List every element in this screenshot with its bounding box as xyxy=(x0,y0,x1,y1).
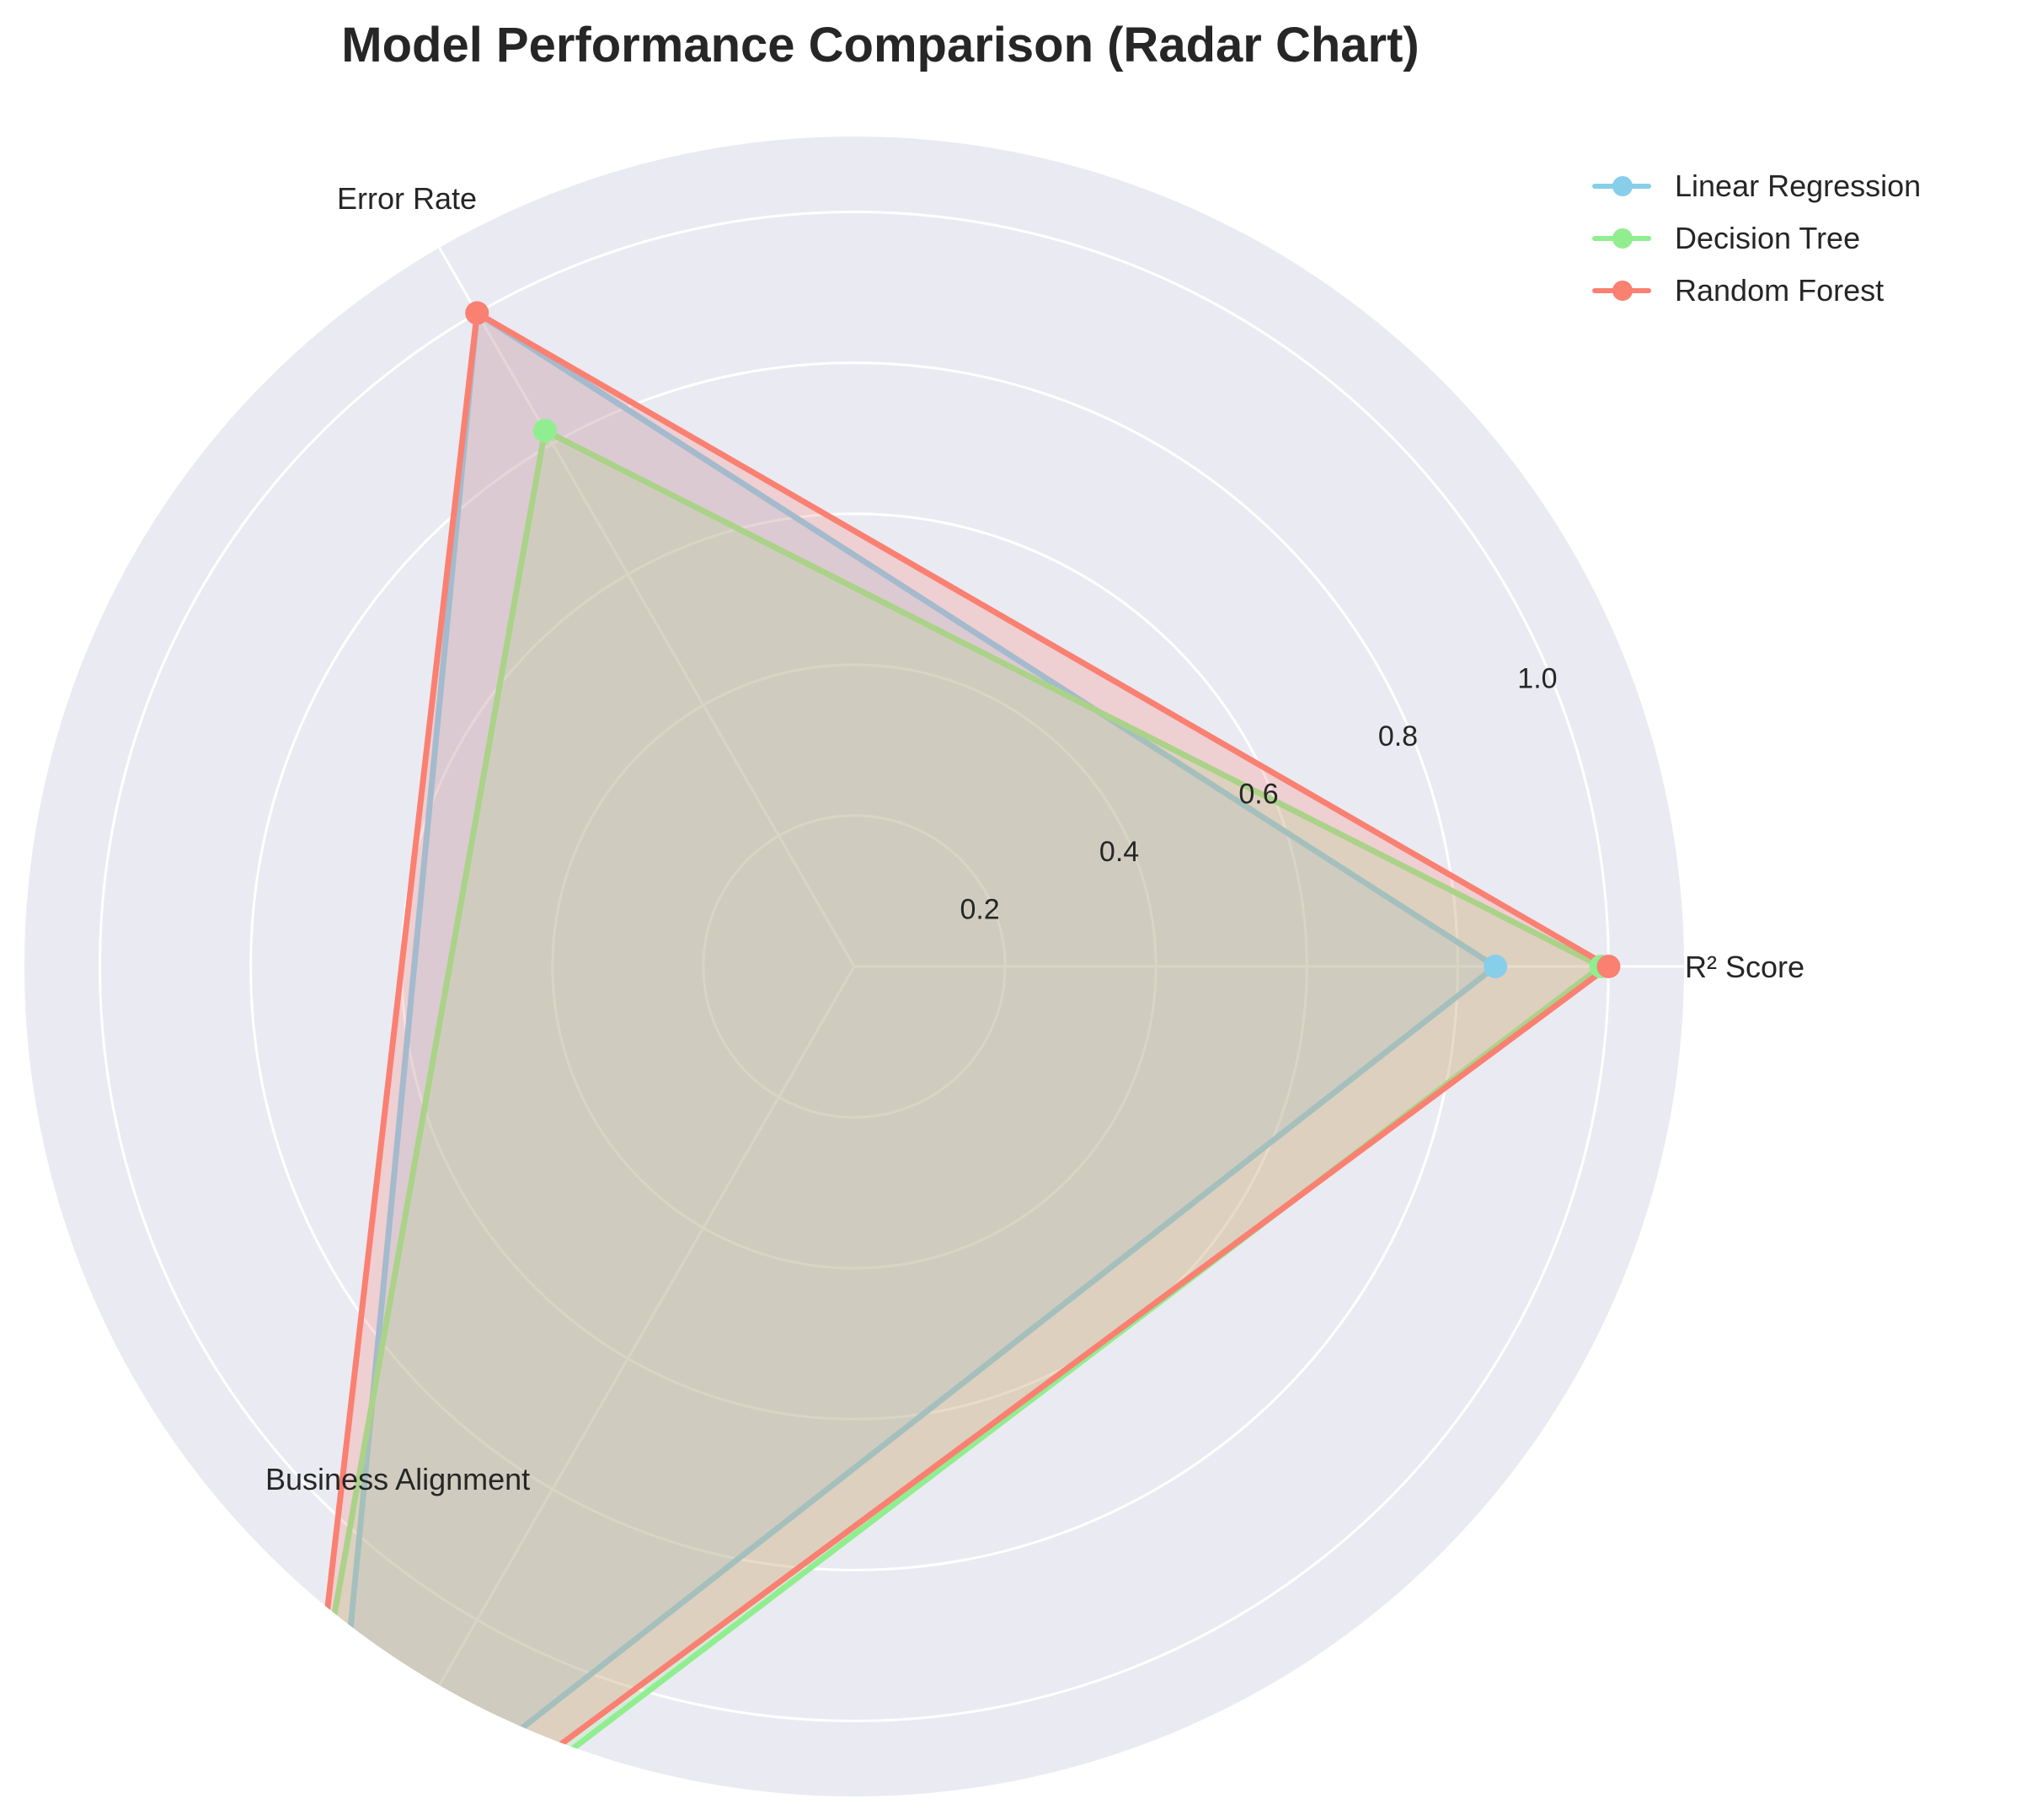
r-tick-label-4: 0.8 xyxy=(1378,720,1418,752)
r-tick-label-1: 0.2 xyxy=(960,893,999,925)
r-tick-label-2: 0.4 xyxy=(1099,836,1139,868)
spoke-3 xyxy=(438,966,856,1686)
axis-label-1: R² Score xyxy=(1685,950,1804,984)
series-decision-tree xyxy=(265,426,1607,1796)
legend: Linear Regression Decision Tree Random For… xyxy=(1592,160,1921,317)
spoke-2 xyxy=(438,247,856,967)
legend-label: Linear Regression xyxy=(1675,169,1922,203)
legend-item-random-forest: Random Forest xyxy=(1592,265,1921,317)
axis-labels: R² Score Error Rate Business Alignment xyxy=(265,181,1804,1496)
legend-item-linear-regression: Linear Regression xyxy=(1592,160,1921,212)
legend-swatch xyxy=(1592,281,1651,301)
legend-swatch xyxy=(1592,176,1651,196)
series-markers xyxy=(465,301,1621,978)
radial-tick-labels: 0.2 0.4 0.6 0.8 1.0 xyxy=(960,662,1557,925)
series-random-forest xyxy=(285,308,1614,1796)
series-linear-regression xyxy=(322,308,1501,1796)
series-area xyxy=(265,308,1614,1796)
marker-decision-tree-2 xyxy=(532,419,557,443)
r-tick-label-5: 1.0 xyxy=(1517,662,1557,694)
legend-label: Decision Tree xyxy=(1675,221,1861,255)
legend-item-decision-tree: Decision Tree xyxy=(1592,212,1921,265)
chart-title: Model Performance Comparison (Radar Char… xyxy=(341,18,1420,72)
axis-label-3: Business Alignment xyxy=(265,1462,530,1496)
marker-random-forest-1 xyxy=(1596,955,1621,978)
legend-swatch xyxy=(1592,228,1651,249)
marker-random-forest-2 xyxy=(465,301,489,325)
r-tick-label-3: 0.6 xyxy=(1238,778,1278,810)
marker-linear-regression-1 xyxy=(1484,955,1508,978)
axis-label-2: Error Rate xyxy=(337,181,477,216)
grid xyxy=(99,211,1684,1722)
legend-label: Random Forest xyxy=(1675,273,1885,308)
